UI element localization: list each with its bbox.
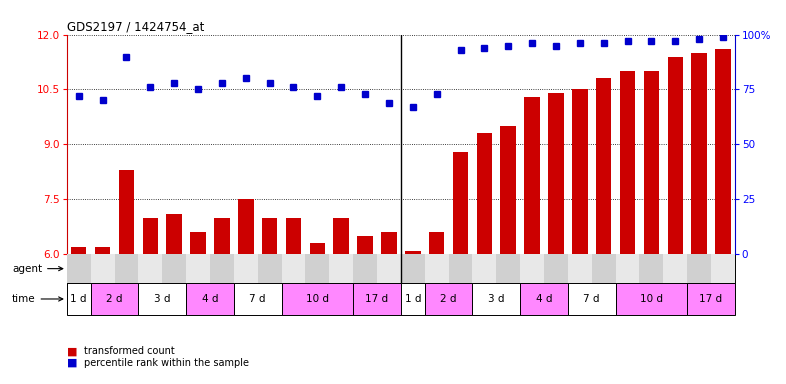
Bar (644, 71, 659, 384)
Bar (67, 254, 90, 283)
Bar (214, 218, 230, 384)
Bar (572, 89, 588, 384)
Bar (520, 283, 567, 315)
Bar (640, 254, 663, 283)
Bar (401, 254, 424, 283)
Bar (90, 254, 115, 283)
Bar (687, 254, 711, 283)
Bar (520, 254, 544, 283)
Bar (262, 218, 277, 384)
Bar (281, 283, 353, 315)
Bar (615, 283, 687, 315)
Bar (333, 218, 349, 384)
Bar (568, 283, 615, 315)
Bar (286, 218, 301, 384)
Text: 17 d: 17 d (700, 294, 722, 304)
Bar (449, 254, 472, 283)
Bar (548, 93, 564, 384)
Text: 1 d: 1 d (405, 294, 421, 304)
Text: ■: ■ (67, 358, 77, 368)
Bar (667, 56, 683, 384)
Bar (381, 232, 397, 384)
Bar (377, 254, 401, 283)
Bar (186, 254, 210, 283)
Text: transformed count: transformed count (84, 346, 174, 356)
Bar (90, 283, 138, 315)
Bar (138, 283, 186, 315)
Bar (472, 283, 520, 315)
Bar (358, 236, 373, 384)
Bar (95, 247, 110, 384)
Bar (453, 152, 468, 384)
Text: time: time (12, 294, 63, 304)
Text: 7 d: 7 d (249, 294, 266, 304)
Bar (71, 247, 86, 384)
Bar (692, 53, 707, 384)
Text: 17 d: 17 d (365, 294, 388, 304)
Bar (711, 254, 735, 283)
Bar (568, 254, 592, 283)
Bar (238, 199, 254, 384)
Text: percentile rank within the sample: percentile rank within the sample (84, 358, 249, 368)
Bar (424, 283, 472, 315)
Bar (501, 126, 516, 384)
Bar (306, 254, 329, 283)
Bar (401, 283, 424, 315)
Bar (142, 218, 158, 384)
Text: 3 d: 3 d (488, 294, 505, 304)
Bar (620, 71, 635, 384)
Text: 3 d: 3 d (154, 294, 171, 304)
Bar (687, 283, 735, 315)
Text: ■: ■ (67, 346, 77, 356)
Bar (258, 254, 281, 283)
Bar (329, 254, 353, 283)
Bar (67, 283, 90, 315)
Bar (190, 232, 206, 384)
Bar (281, 254, 306, 283)
Bar (663, 254, 687, 283)
Text: trans-10, cis-12 conjugated linoleic acid: trans-10, cis-12 conjugated linoleic aci… (470, 264, 666, 274)
Text: 4 d: 4 d (202, 294, 219, 304)
Bar (544, 254, 567, 283)
Text: 7 d: 7 d (583, 294, 600, 304)
Text: agent: agent (12, 264, 63, 274)
Bar (401, 254, 735, 283)
Text: control: control (215, 264, 252, 274)
Text: 4 d: 4 d (536, 294, 553, 304)
Bar (524, 97, 540, 384)
Bar (167, 214, 182, 384)
Bar (186, 283, 234, 315)
Text: 1 d: 1 d (71, 294, 87, 304)
Text: 2 d: 2 d (440, 294, 457, 304)
Bar (119, 170, 134, 384)
Bar (424, 254, 449, 283)
Bar (353, 283, 401, 315)
Bar (476, 133, 492, 384)
Bar (162, 254, 186, 283)
Bar (115, 254, 138, 283)
Bar (496, 254, 520, 283)
Bar (210, 254, 234, 283)
Bar (310, 243, 325, 384)
Text: 2 d: 2 d (106, 294, 123, 304)
Bar (138, 254, 162, 283)
Bar (234, 283, 281, 315)
Bar (596, 78, 612, 384)
Bar (592, 254, 615, 283)
Bar (472, 254, 496, 283)
Bar (353, 254, 377, 283)
Bar (429, 232, 444, 384)
Bar (615, 254, 640, 283)
Bar (715, 49, 731, 384)
Text: 10 d: 10 d (306, 294, 329, 304)
Text: GDS2197 / 1424754_at: GDS2197 / 1424754_at (67, 20, 204, 33)
Bar (234, 254, 258, 283)
Bar (67, 254, 401, 283)
Bar (405, 250, 421, 384)
Text: 10 d: 10 d (640, 294, 663, 304)
